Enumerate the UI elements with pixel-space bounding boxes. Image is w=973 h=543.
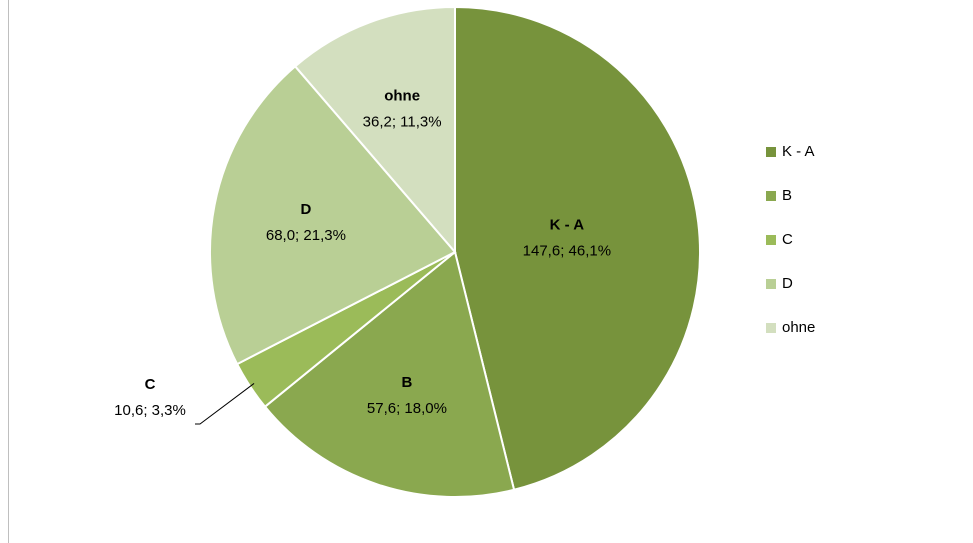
slice-category: C bbox=[145, 376, 156, 393]
slice-value-label: 68,0; 21,3% bbox=[266, 227, 346, 244]
pie-slice bbox=[263, 250, 516, 498]
slice-value-label: 147,6; 46,1% bbox=[523, 242, 611, 259]
legend-label: D bbox=[782, 275, 793, 292]
legend-swatch bbox=[766, 147, 776, 157]
slice-value-label: 57,6; 18,0% bbox=[367, 400, 447, 417]
legend-label: K - A bbox=[782, 143, 815, 160]
legend-label: ohne bbox=[782, 319, 815, 336]
pie-slice bbox=[209, 64, 457, 366]
slice-category: D bbox=[300, 201, 311, 218]
legend-label: B bbox=[782, 187, 792, 204]
legend-label: C bbox=[782, 231, 793, 248]
legend-swatch bbox=[766, 323, 776, 333]
legend-swatch bbox=[766, 191, 776, 201]
pie-slice bbox=[293, 5, 456, 255]
slice-value-label: 10,6; 3,3% bbox=[114, 402, 186, 419]
slice-category: B bbox=[402, 374, 413, 391]
legend-swatch bbox=[766, 279, 776, 289]
slice-value-label: 36,2; 11,3% bbox=[363, 114, 442, 131]
leader-line bbox=[195, 383, 255, 425]
slice-category: ohne bbox=[384, 88, 420, 105]
legend-swatch bbox=[766, 235, 776, 245]
slice-category: K - A bbox=[550, 216, 585, 233]
chart-frame bbox=[8, 0, 9, 543]
pie-slice bbox=[454, 5, 701, 491]
